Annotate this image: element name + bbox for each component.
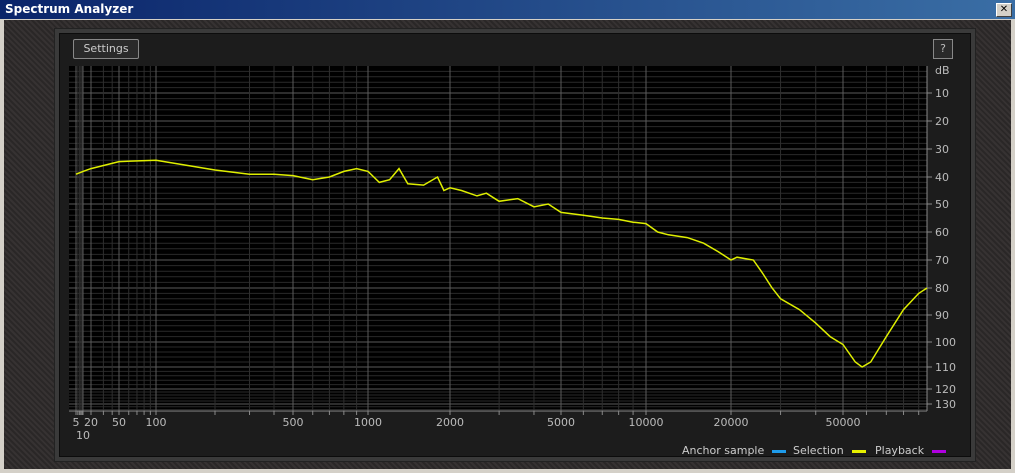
y-tick-label: 40 (935, 171, 949, 184)
legend-swatch (772, 449, 787, 453)
x-tick-label: 50 (112, 416, 126, 429)
x-tick-label: 10000 (629, 416, 664, 429)
x-tick-label: 5 (73, 416, 80, 429)
y-tick-label: 90 (935, 309, 949, 322)
plot-area (69, 66, 927, 411)
legend-selection: Selection (793, 444, 866, 457)
x-tick-label: 20 (84, 416, 98, 429)
analyzer-inner: Settings ? 5 10 20 50 100 500 1000 2000 5000 1000… (59, 33, 971, 457)
y-tick-label: 50 (935, 198, 949, 211)
y-tick-label: 70 (935, 254, 949, 267)
y-tick-label: 30 (935, 143, 949, 156)
help-button[interactable]: ? (933, 39, 953, 59)
y-unit-label: dB (935, 64, 950, 77)
legend-playback: Playback (875, 444, 947, 457)
y-tick-label: 120 (935, 383, 956, 396)
legend-swatch (851, 449, 866, 453)
settings-button[interactable]: Settings (73, 39, 139, 59)
title-bar: Spectrum Analyzer ✕ (0, 0, 1015, 19)
y-tick-label: 10 (935, 87, 949, 100)
legend-swatch (932, 449, 947, 453)
x-tick-label: 5000 (547, 416, 575, 429)
spectrum-line (75, 159, 928, 368)
x-tick-label: 1000 (354, 416, 382, 429)
legend-label: Selection (793, 444, 844, 457)
legend-label: Anchor sample (682, 444, 765, 457)
analyzer-panel: Settings ? 5 10 20 50 100 500 1000 2000 5000 1000… (54, 28, 976, 462)
y-tick-label: 130 (935, 398, 956, 411)
y-tick-label: 110 (935, 361, 956, 374)
client-area: Settings ? 5 10 20 50 100 500 1000 2000 5000 1000… (4, 20, 1011, 469)
x-tick-label: 100 (146, 416, 167, 429)
y-tick-label: 20 (935, 115, 949, 128)
x-tick-label: 500 (283, 416, 304, 429)
legend-label: Playback (875, 444, 925, 457)
close-icon[interactable]: ✕ (996, 3, 1012, 17)
x-tick-label: 20000 (714, 416, 749, 429)
legend-anchor: Anchor sample (682, 444, 787, 457)
y-tick-label: 80 (935, 282, 949, 295)
x-tick-label: 50000 (826, 416, 861, 429)
x-tick-label: 2000 (436, 416, 464, 429)
window-title: Spectrum Analyzer (5, 2, 134, 16)
y-tick-label: 100 (935, 336, 956, 349)
x-tick-label: 10 (76, 429, 90, 442)
y-tick-label: 60 (935, 226, 949, 239)
